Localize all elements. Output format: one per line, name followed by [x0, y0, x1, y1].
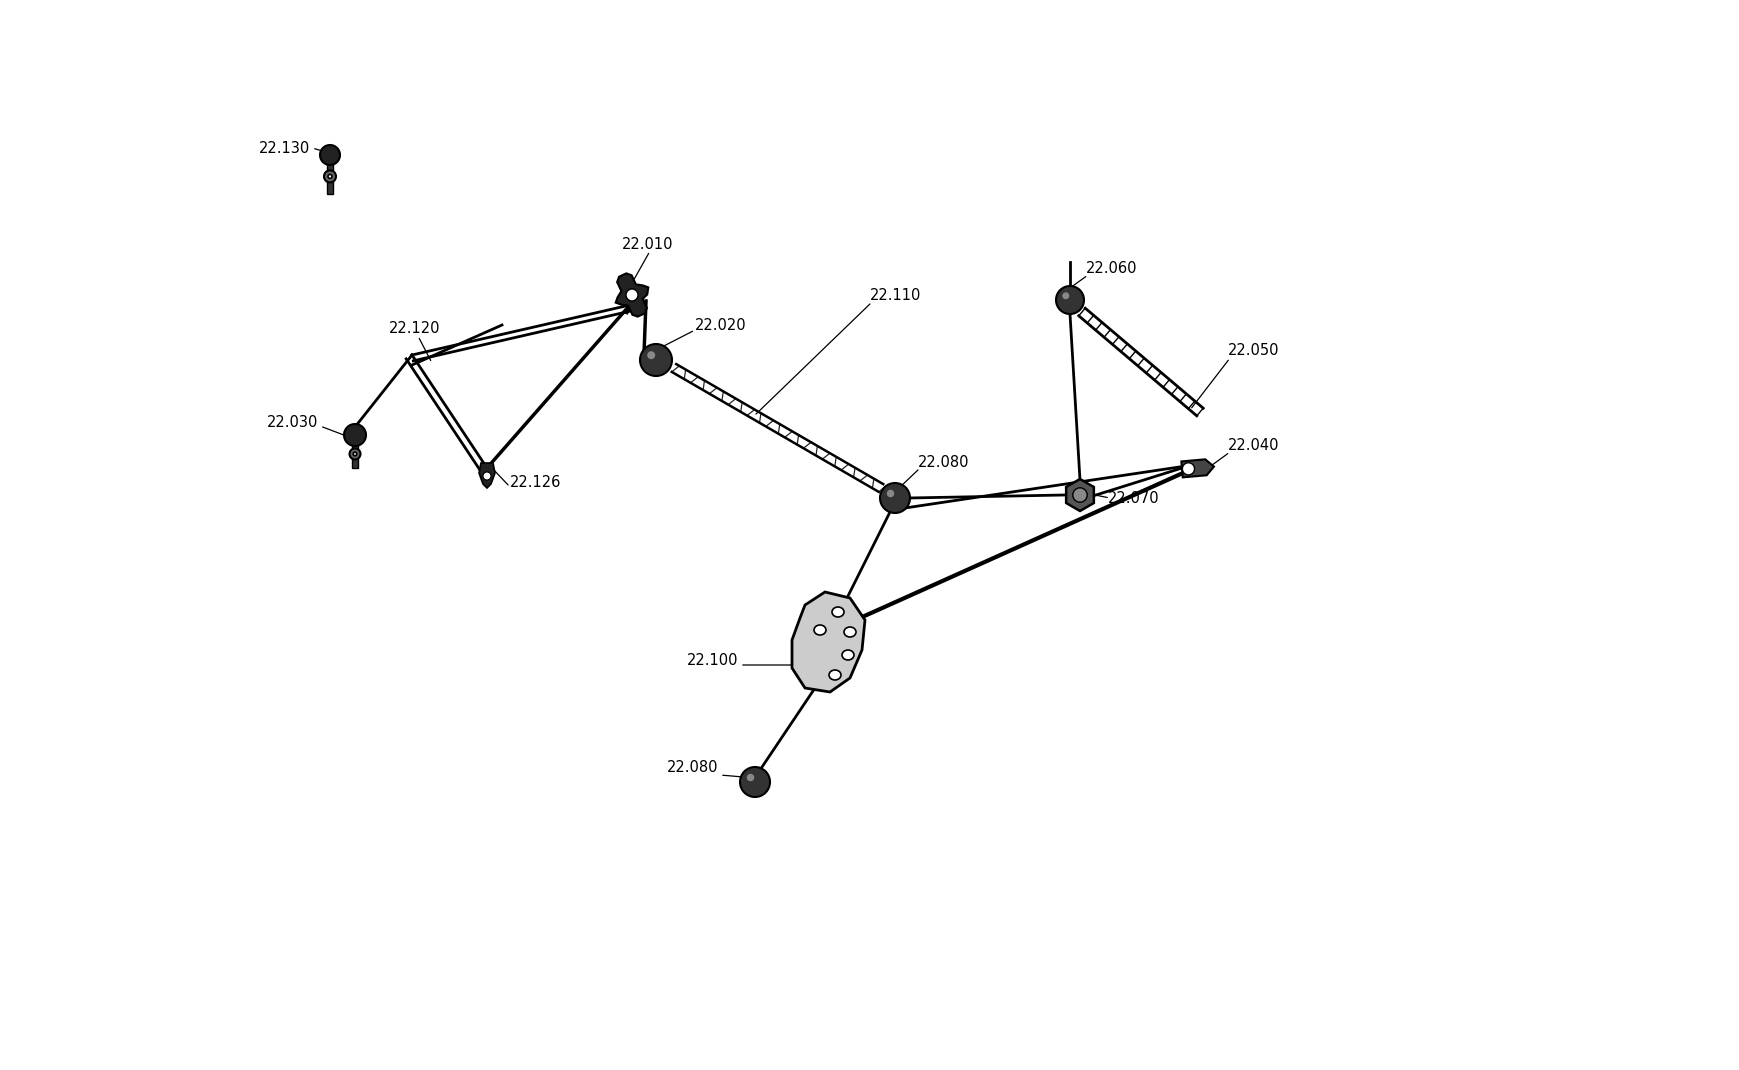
Ellipse shape — [843, 627, 856, 637]
Circle shape — [1183, 462, 1195, 475]
Text: 22.100: 22.100 — [687, 653, 737, 668]
Circle shape — [329, 174, 332, 179]
Polygon shape — [351, 443, 358, 468]
Circle shape — [323, 170, 336, 182]
Circle shape — [344, 424, 365, 446]
Text: 22.060: 22.060 — [1085, 260, 1137, 275]
Text: 22.130: 22.130 — [259, 140, 310, 155]
Polygon shape — [1181, 459, 1214, 477]
Polygon shape — [478, 463, 494, 488]
Text: 22.126: 22.126 — [510, 474, 562, 489]
Polygon shape — [791, 592, 864, 692]
Circle shape — [626, 289, 638, 301]
Text: 22.110: 22.110 — [870, 288, 922, 303]
Circle shape — [353, 453, 356, 456]
Ellipse shape — [831, 607, 843, 617]
Circle shape — [746, 774, 753, 781]
Circle shape — [1056, 286, 1083, 314]
Ellipse shape — [828, 670, 840, 681]
Text: 22.080: 22.080 — [666, 761, 718, 776]
Circle shape — [1063, 292, 1069, 300]
Ellipse shape — [814, 625, 826, 635]
Polygon shape — [327, 162, 332, 194]
Text: 22.080: 22.080 — [918, 455, 969, 470]
Circle shape — [887, 490, 894, 498]
Circle shape — [647, 351, 656, 360]
Text: 22.010: 22.010 — [623, 236, 673, 251]
Text: 22.040: 22.040 — [1228, 438, 1278, 453]
Text: 22.020: 22.020 — [694, 318, 746, 333]
Circle shape — [483, 472, 490, 480]
Circle shape — [1073, 488, 1087, 502]
Text: 22.070: 22.070 — [1108, 490, 1158, 505]
Circle shape — [350, 448, 360, 459]
Circle shape — [640, 343, 671, 376]
Circle shape — [320, 146, 339, 165]
Polygon shape — [616, 273, 649, 317]
Polygon shape — [1066, 479, 1094, 511]
Text: 22.120: 22.120 — [390, 321, 440, 336]
Circle shape — [739, 767, 770, 797]
Text: 22.050: 22.050 — [1228, 342, 1278, 357]
Text: 22.030: 22.030 — [266, 414, 318, 429]
Ellipse shape — [842, 649, 854, 660]
Circle shape — [880, 483, 909, 513]
